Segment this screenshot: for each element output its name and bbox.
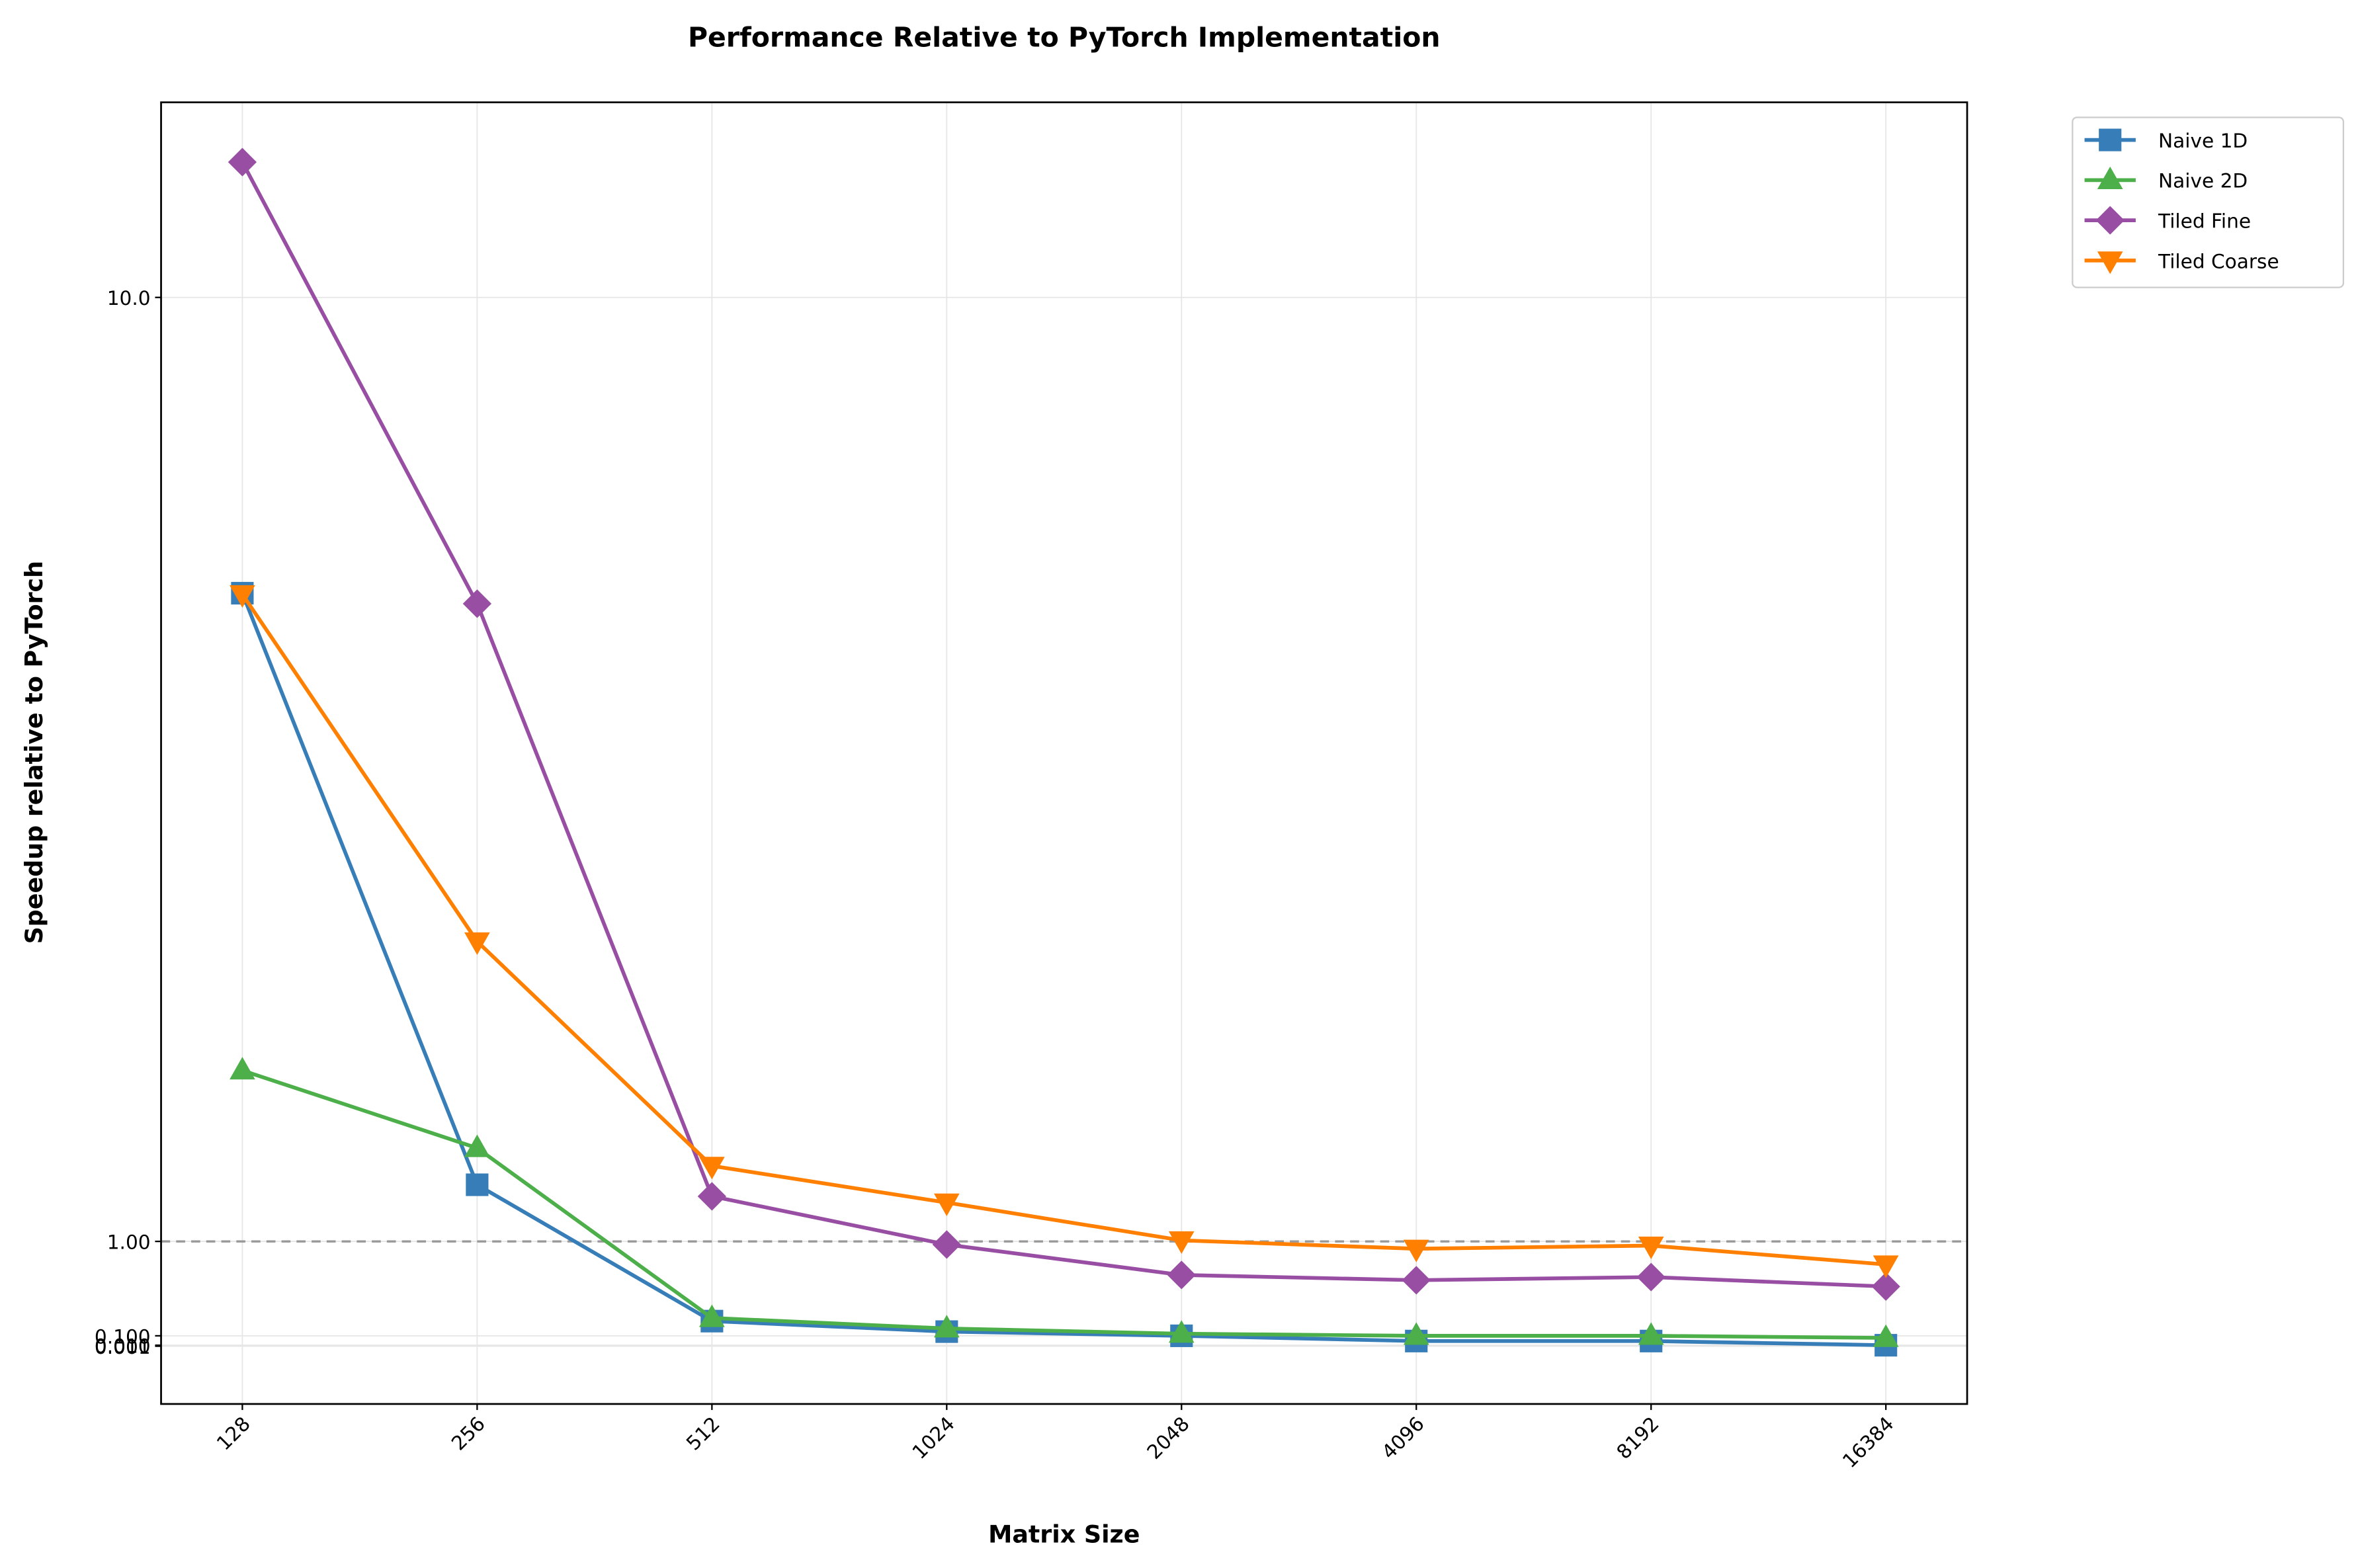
data-point <box>228 147 257 177</box>
data-point <box>1871 1272 1900 1301</box>
legend-box <box>2072 116 2345 288</box>
x-tick-label: 256 <box>447 1413 489 1455</box>
data-point <box>1403 1322 1429 1345</box>
x-tick-label: 16384 <box>1838 1413 1898 1473</box>
data-point <box>1402 1266 1431 1295</box>
chart-title: Performance Relative to PyTorch Implemen… <box>688 22 1441 54</box>
plot-frame <box>160 101 1968 1405</box>
x-tick-label: 8192 <box>1613 1413 1664 1464</box>
data-point <box>1873 1324 1899 1347</box>
series-line <box>241 593 1886 1266</box>
series-line <box>241 1068 1886 1340</box>
data-point <box>1168 1320 1195 1343</box>
series-line <box>240 161 1886 1289</box>
x-axis-label: Matrix Size <box>988 1520 1140 1548</box>
data-point <box>1636 1262 1665 1292</box>
y-tick-label: 1.00 <box>107 1231 151 1254</box>
data-point <box>1168 1231 1195 1255</box>
data-point <box>230 585 255 608</box>
data-point <box>464 1134 490 1157</box>
data-point <box>933 1193 960 1216</box>
legend-label: Tiled Coarse <box>2158 250 2279 272</box>
y-tick-label: 0.010 <box>95 1335 151 1358</box>
data-point <box>1638 1322 1664 1345</box>
x-tick-label: 2048 <box>1143 1413 1194 1464</box>
legend-label: Naive 1D <box>2158 130 2248 152</box>
legend-marker <box>2095 206 2125 235</box>
legend-marker <box>2097 166 2123 190</box>
y-tick-label: 10.0 <box>107 287 151 309</box>
data-point <box>1638 1236 1664 1259</box>
data-point <box>698 1304 725 1327</box>
data-point <box>933 1315 960 1338</box>
data-point <box>697 1182 726 1211</box>
data-point <box>466 1173 489 1196</box>
y-tick-label: 0.001 <box>95 1336 151 1358</box>
data-point <box>462 589 491 618</box>
legend-marker <box>2097 251 2123 274</box>
legend-marker <box>2099 128 2122 151</box>
data-point <box>1167 1260 1196 1290</box>
x-tick-label: 1024 <box>908 1413 959 1464</box>
x-tick-label: 512 <box>682 1413 724 1455</box>
legend-label: Tiled Fine <box>2158 210 2251 233</box>
data-point <box>698 1157 725 1180</box>
series-line <box>240 592 1886 1348</box>
y-axis-label: Speedup relative to PyTorch <box>20 561 48 944</box>
data-point <box>1403 1239 1429 1262</box>
data-point <box>1873 1255 1899 1278</box>
data-point <box>932 1230 961 1259</box>
data-point <box>230 1057 255 1080</box>
x-tick-label: 128 <box>212 1413 255 1455</box>
y-tick-label: 0.100 <box>95 1325 151 1348</box>
legend-label: Naive 2D <box>2158 170 2248 192</box>
data-point <box>464 932 490 956</box>
x-tick-label: 4096 <box>1378 1413 1429 1464</box>
